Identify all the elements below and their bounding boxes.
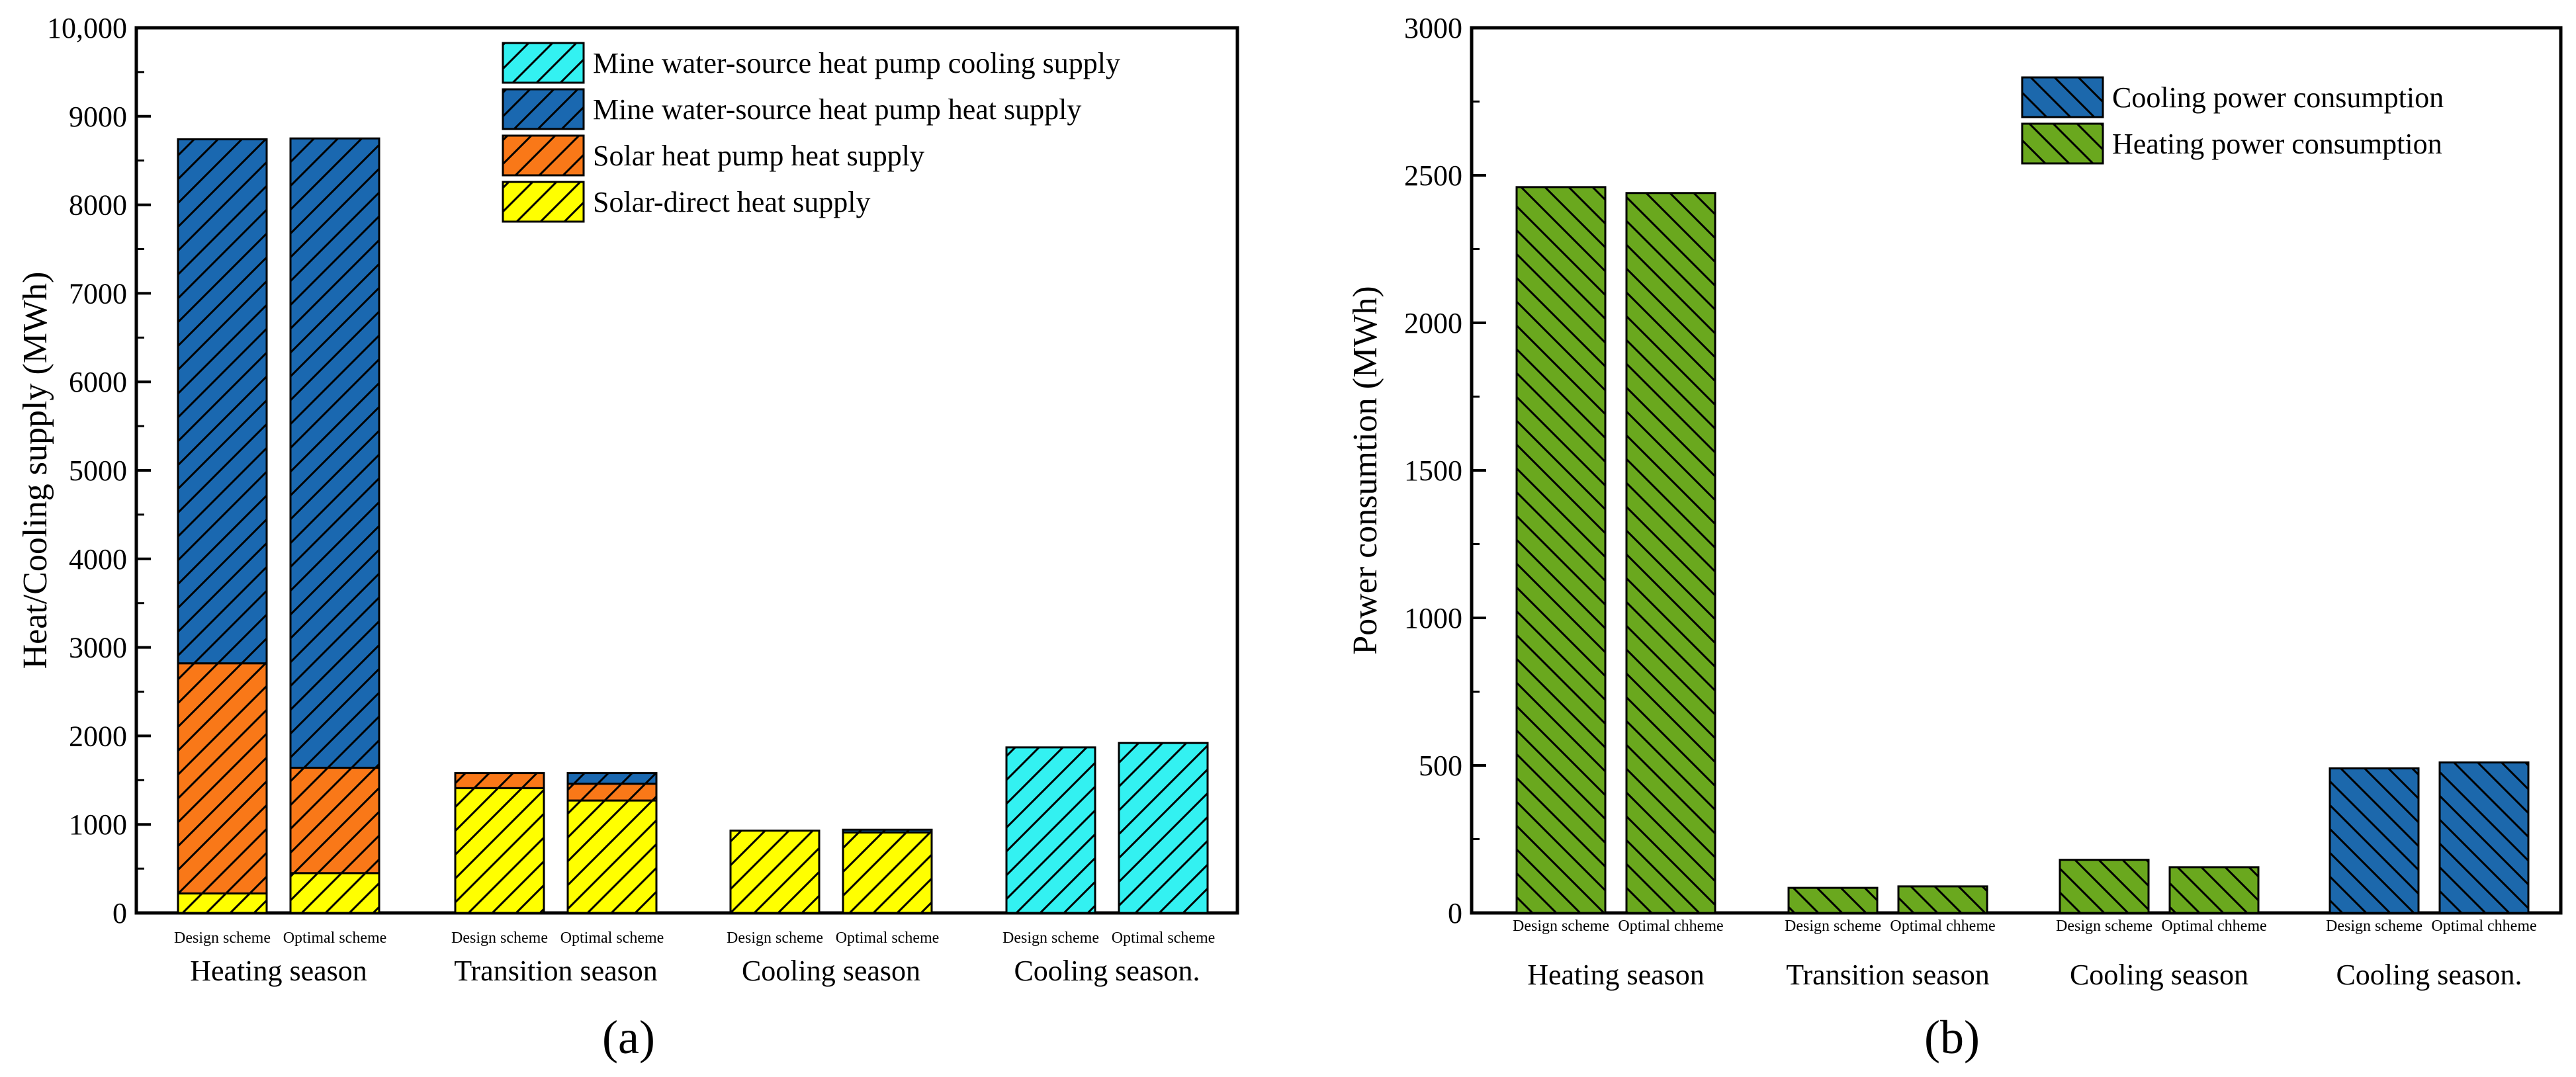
bar-cooling-season-optimal-scheme-solar-direct-heat-supply-hatch (842, 831, 933, 914)
legend-swatch-solar-direct-heat-supply-hatch (502, 181, 585, 223)
bar-label: Design scheme (174, 929, 271, 947)
bar-heating-season-optimal-chheme-heating-power-consumption-hatch (1625, 192, 1716, 914)
panel-b-y-axis-title: Power consumtion (MWh) (1347, 286, 1384, 654)
bar-heating-season-optimal-scheme-mine-water-source-heat-pump-heat-supply-hatch (289, 137, 380, 769)
bar-transition-season-optimal-scheme-solar-heat-pump-heat-supply-hatch (566, 783, 658, 802)
legend-swatch-mine-water-source-heat-pump-heat-supply-hatch (502, 88, 585, 130)
panel-b-bar-labels: Design scheme Optimal chheme Design scheme… (1513, 918, 2537, 935)
bar-cooling-season-design-scheme-heating-power-consumption-hatch (2059, 859, 2150, 914)
bar-label: Design scheme (1785, 918, 1881, 935)
bar-label: Optimal scheme (1112, 929, 1216, 947)
panel-b: 0 500 1000 1500 2000 2500 3000 Design scheme Op… (1347, 12, 2563, 1064)
bar-label: Design scheme (1002, 929, 1099, 947)
group-label-transition-season: Transition season (1786, 959, 1990, 991)
legend-label: Cooling power consumption (2112, 81, 2444, 114)
group-label-cooling-season: Cooling season. (1014, 955, 1200, 987)
y-tick-label: 3000 (1404, 12, 1462, 44)
bar-heating-season-optimal-scheme-solar-direct-heat-supply-hatch (289, 872, 380, 914)
bar-label: Optimal chheme (2431, 918, 2536, 935)
y-tick-label: 0 (1448, 897, 1462, 929)
bar-label: Design scheme (727, 929, 823, 947)
bar-transition-season-design-scheme-solar-heat-pump-heat-supply-hatch (454, 772, 545, 789)
bar-cooling-season-design-scheme-mine-water-source-heat-pump-cooling-supply-hatch (1005, 746, 1096, 914)
y-tick-label: 1000 (69, 808, 127, 841)
legend-swatch-cooling-power-consumption-hatch (2021, 76, 2104, 118)
bar-label: Optimal scheme (560, 929, 664, 947)
panel-b-bars (1515, 186, 2530, 914)
group-label-cooling-season: Cooling season. (2336, 959, 2522, 991)
bar-label: Design scheme (2326, 918, 2422, 935)
bar-label: Optimal chheme (1618, 918, 1723, 935)
legend-swatch-heating-power-consumption-hatch (2021, 122, 2104, 165)
bar-heating-season-design-scheme-mine-water-source-heat-pump-heat-supply-hatch (177, 138, 268, 665)
bar-transition-season-optimal-scheme-mine-water-source-heat-pump-heat-supply-hatch (566, 772, 658, 785)
y-tick-label: 2000 (69, 720, 127, 752)
y-tick-label: 500 (1419, 750, 1462, 782)
legend-label: Mine water-source heat pump cooling supp… (593, 47, 1120, 79)
legend-label: Heating power consumption (2112, 128, 2442, 160)
bar-transition-season-design-scheme-solar-direct-heat-supply-hatch (454, 787, 545, 914)
y-tick-label: 6000 (69, 366, 127, 398)
bar-label: Design scheme (1513, 918, 1609, 935)
panel-a-legend: Mine water-source heat pump cooling supp… (502, 42, 1120, 223)
y-tick-label: 3000 (69, 632, 127, 664)
y-tick-label: 8000 (69, 189, 127, 222)
y-tick-label: 7000 (69, 277, 127, 310)
y-tick-label: 10,000 (47, 12, 127, 44)
bar-cooling-season-design-scheme-solar-direct-heat-supply-hatch (729, 830, 821, 914)
bar-heating-season-design-scheme-solar-heat-pump-heat-supply-hatch (177, 662, 268, 895)
bar-heating-season-design-scheme-solar-direct-heat-supply-hatch (177, 892, 268, 914)
bar-transition-season-design-scheme-heating-power-consumption-hatch (1787, 886, 1879, 914)
legend-label: Solar heat pump heat supply (593, 140, 924, 172)
bar-transition-season-optimal-scheme-solar-direct-heat-supply-hatch (566, 799, 658, 914)
bar-label: Optimal scheme (283, 929, 387, 947)
panel-b-legend: Cooling power consumption Heating power c… (2021, 76, 2444, 165)
bar-cooling-season-design-scheme-cooling-power-consumption-hatch (2329, 767, 2420, 914)
panel-a-group-labels: Heating season Transition season Cooling s… (190, 955, 1200, 987)
panel-a-label: (a) (602, 1011, 655, 1064)
panel-a-y-axis-title: Heat/Cooling supply (MWh) (17, 272, 54, 669)
panel-a-y-axis: 0 1000 2000 3000 4000 5000 6000 7000 8000 9000 10,… (47, 12, 151, 929)
legend-swatch-mine-water-source-heat-pump-cooling-supply-hatch (502, 42, 585, 84)
bar-cooling-season-optimal-scheme-mine-water-source-heat-pump-cooling-supply-hatch (1118, 742, 1209, 914)
panel-b-group-labels: Heating season Transition season Cooling s… (1527, 959, 2522, 991)
legend-label: Mine water-source heat pump heat supply (593, 93, 1081, 126)
bar-label: Design scheme (451, 929, 548, 947)
legend-label: Solar-direct heat supply (593, 186, 870, 218)
panel-a-bars (177, 137, 1209, 914)
bar-cooling-season-optimal-chheme-cooling-power-consumption-hatch (2438, 761, 2530, 914)
bar-label: Optimal chheme (1890, 918, 1995, 935)
group-label-heating-season: Heating season (190, 955, 367, 987)
y-tick-label: 5000 (69, 454, 127, 487)
y-tick-label: 9000 (69, 101, 127, 133)
y-tick-label: 4000 (69, 543, 127, 576)
y-tick-label: 1500 (1404, 454, 1462, 487)
panel-b-y-axis: 0 500 1000 1500 2000 2500 3000 (1404, 12, 1486, 929)
bar-cooling-season-optimal-chheme-heating-power-consumption-hatch (2168, 866, 2260, 914)
panel-a-bar-labels: Design scheme Optimal scheme Design scheme… (174, 929, 1215, 947)
group-label-cooling-season: Cooling season (2070, 959, 2248, 991)
bar-label: Design scheme (2056, 918, 2153, 935)
y-tick-label: 2000 (1404, 307, 1462, 339)
y-tick-label: 0 (112, 897, 127, 929)
panel-a: 0 1000 2000 3000 4000 5000 6000 7000 8000 9000 10,… (17, 12, 1239, 1064)
bar-transition-season-optimal-chheme-heating-power-consumption-hatch (1897, 885, 1988, 914)
group-label-transition-season: Transition season (454, 955, 658, 987)
group-label-heating-season: Heating season (1527, 959, 1705, 991)
bar-label: Optimal chheme (2161, 918, 2266, 935)
bar-heating-season-design-scheme-heating-power-consumption-hatch (1515, 186, 1607, 914)
bar-heating-season-optimal-scheme-solar-heat-pump-heat-supply-hatch (289, 767, 380, 875)
group-label-cooling-season: Cooling season (742, 955, 920, 987)
bar-label: Optimal scheme (836, 929, 940, 947)
y-tick-label: 2500 (1404, 159, 1462, 192)
panel-b-label: (b) (1924, 1011, 1980, 1064)
y-tick-label: 1000 (1404, 602, 1462, 634)
legend-swatch-solar-heat-pump-heat-supply-hatch (502, 134, 585, 177)
bar-cooling-season-optimal-scheme-mine-water-source-heat-pump-heat-supply-hatch (842, 828, 933, 834)
